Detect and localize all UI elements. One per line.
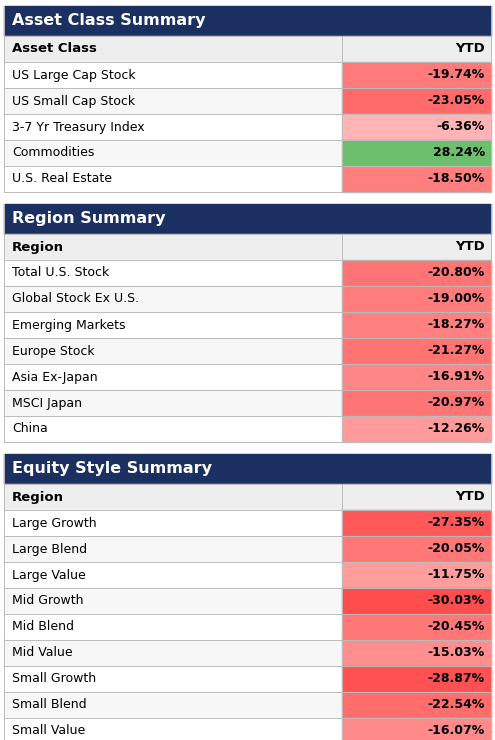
Bar [4,536,491,562]
Text: YTD: YTD [455,42,485,56]
Text: Small Blend: Small Blend [12,699,87,711]
Text: 3-7 Yr Treasury Index: 3-7 Yr Treasury Index [12,121,145,133]
Text: -27.35%: -27.35% [428,517,485,530]
Bar [4,140,491,166]
Bar [343,338,491,364]
Text: Europe Stock: Europe Stock [12,345,95,357]
Text: -16.07%: -16.07% [428,724,485,738]
Text: MSCI Japan: MSCI Japan [12,397,82,409]
Text: -20.80%: -20.80% [428,266,485,280]
Text: Commodities: Commodities [12,147,95,160]
Text: -18.27%: -18.27% [428,318,485,332]
Bar [343,614,491,640]
Bar [4,718,491,740]
Text: Region: Region [12,240,64,254]
Text: -19.00%: -19.00% [428,292,485,306]
Bar [343,166,491,192]
Bar [4,88,491,114]
Text: -23.05%: -23.05% [428,95,485,107]
Text: China: China [12,423,48,436]
Bar [343,640,491,666]
Text: Equity Style Summary: Equity Style Summary [12,462,212,477]
Text: -19.74%: -19.74% [428,69,485,81]
Text: -20.97%: -20.97% [428,397,485,409]
Bar [343,62,491,88]
Text: US Small Cap Stock: US Small Cap Stock [12,95,135,107]
Text: YTD: YTD [455,240,485,254]
Text: Emerging Markets: Emerging Markets [12,318,126,332]
Bar [343,718,491,740]
Text: -30.03%: -30.03% [428,594,485,608]
Text: -21.27%: -21.27% [428,345,485,357]
Text: Large Growth: Large Growth [12,517,97,530]
Bar [343,88,491,114]
Bar [343,390,491,416]
Bar [4,484,491,510]
Text: -20.45%: -20.45% [428,621,485,633]
Bar [4,260,491,286]
Text: Total U.S. Stock: Total U.S. Stock [12,266,109,280]
Bar [4,166,491,192]
Bar [4,286,491,312]
Bar [343,416,491,442]
Text: Small Value: Small Value [12,724,85,738]
Bar [4,364,491,390]
Text: Region: Region [12,491,64,503]
Bar [4,454,491,484]
Bar [343,312,491,338]
Bar [4,6,491,36]
Text: -12.26%: -12.26% [428,423,485,436]
Text: Mid Growth: Mid Growth [12,594,84,608]
Bar [343,114,491,140]
Bar [343,562,491,588]
Bar [4,36,491,62]
Bar [343,588,491,614]
Text: YTD: YTD [455,491,485,503]
Text: 28.24%: 28.24% [433,147,485,160]
Text: -18.50%: -18.50% [428,172,485,186]
Text: Asia Ex-Japan: Asia Ex-Japan [12,371,98,383]
Bar [343,536,491,562]
Bar [4,204,491,234]
Text: Asset Class: Asset Class [12,42,97,56]
Bar [4,666,491,692]
Bar [4,562,491,588]
Bar [4,390,491,416]
Bar [343,364,491,390]
Text: Small Growth: Small Growth [12,673,96,685]
Bar [4,510,491,536]
Bar [343,286,491,312]
Bar [4,114,491,140]
Bar [4,416,491,442]
Text: -11.75%: -11.75% [428,568,485,582]
Text: -6.36%: -6.36% [437,121,485,133]
Text: US Large Cap Stock: US Large Cap Stock [12,69,136,81]
Text: Mid Value: Mid Value [12,647,73,659]
Bar [343,510,491,536]
Text: -16.91%: -16.91% [428,371,485,383]
Text: -15.03%: -15.03% [428,647,485,659]
Bar [4,338,491,364]
Bar [4,614,491,640]
Text: Region Summary: Region Summary [12,212,165,226]
Bar [4,692,491,718]
Text: -20.05%: -20.05% [428,542,485,556]
Bar [4,640,491,666]
Bar [4,312,491,338]
Text: -22.54%: -22.54% [428,699,485,711]
Bar [343,260,491,286]
Text: U.S. Real Estate: U.S. Real Estate [12,172,112,186]
Bar [4,234,491,260]
Bar [343,692,491,718]
Text: Large Blend: Large Blend [12,542,87,556]
Text: Mid Blend: Mid Blend [12,621,74,633]
Text: Asset Class Summary: Asset Class Summary [12,13,205,29]
Bar [4,588,491,614]
Bar [343,140,491,166]
Bar [4,62,491,88]
Bar [343,666,491,692]
Text: Large Value: Large Value [12,568,86,582]
Text: Global Stock Ex U.S.: Global Stock Ex U.S. [12,292,139,306]
Text: -28.87%: -28.87% [428,673,485,685]
